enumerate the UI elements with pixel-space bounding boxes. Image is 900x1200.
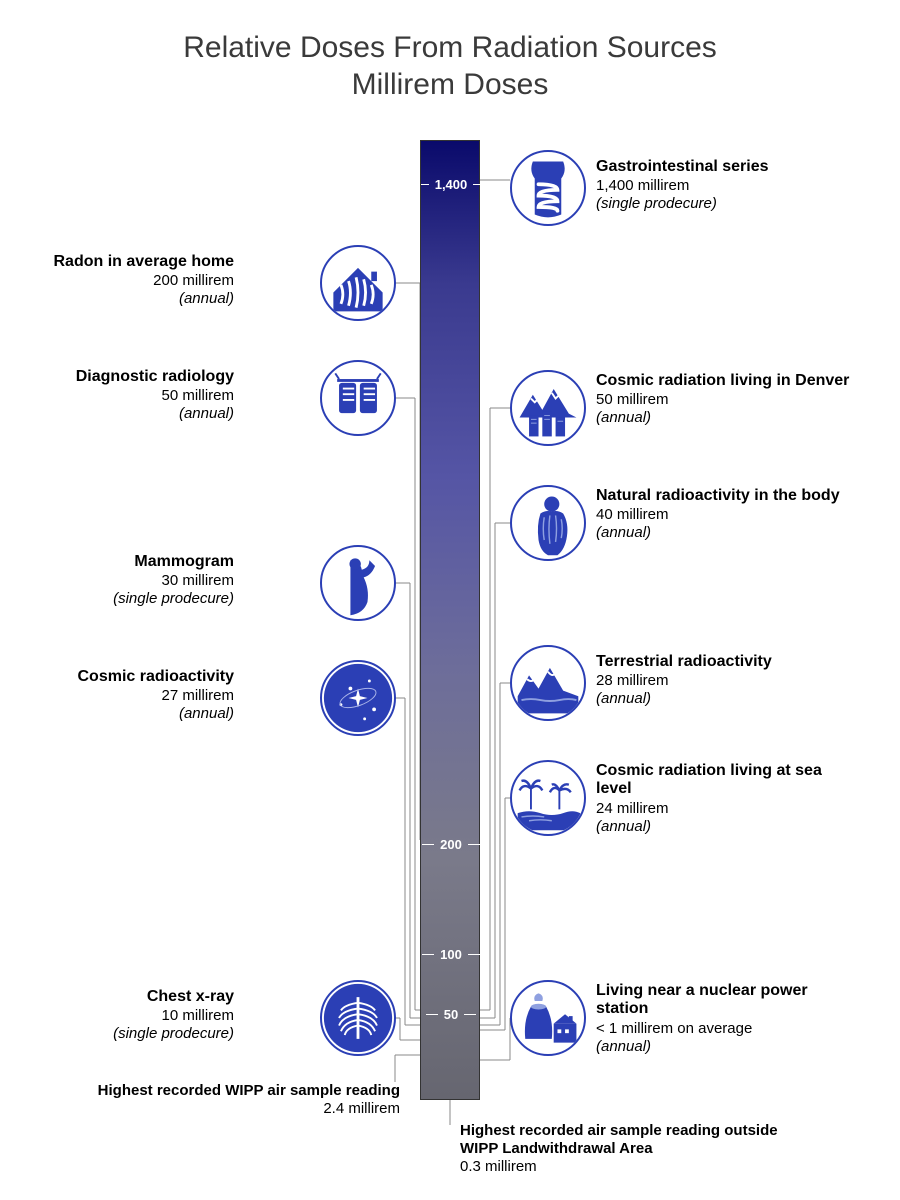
entry-title: Diagnostic radiology	[0, 368, 234, 386]
entry-value: 28 millirem	[596, 672, 856, 689]
entry-note: (annual)	[596, 818, 856, 835]
entry-note: (single prodecure)	[0, 590, 234, 607]
plant-icon	[510, 980, 586, 1056]
entry-note: (annual)	[0, 705, 234, 722]
house-icon	[320, 245, 396, 321]
tick-1400: 1,400	[421, 177, 481, 192]
beach-icon	[510, 760, 586, 836]
cosmos-icon	[320, 660, 396, 736]
tick-100: 100	[421, 947, 481, 962]
entry-title: Living near a nuclear power station	[596, 982, 856, 1019]
entry-value: 10 millirem	[0, 1007, 234, 1024]
entry-value: 50 millirem	[596, 391, 856, 408]
title-block: Relative Doses From Radiation Sources Mi…	[0, 0, 900, 102]
scale-bar: 1,400 200 100 50	[420, 140, 480, 1100]
entry-title: Natural radioactivity in the body	[596, 487, 856, 505]
mountains-icon	[510, 370, 586, 446]
ribcage-icon	[320, 980, 396, 1056]
entry-title: Chest x-ray	[0, 988, 234, 1006]
footnote-value: 2.4 millirem	[70, 1100, 400, 1118]
entry-note: (annual)	[0, 290, 234, 307]
entry-note: (annual)	[596, 1038, 856, 1055]
entry-value: < 1 millirem on average	[596, 1020, 856, 1037]
entry-title: Mammogram	[0, 553, 234, 571]
entry-note: (single prodecure)	[0, 1025, 234, 1042]
entry-note: (annual)	[596, 690, 856, 707]
entry-note: (annual)	[596, 409, 856, 426]
infographic-root: Relative Doses From Radiation Sources Mi…	[0, 0, 900, 1200]
entry-title: Cosmic radiation living in Denver	[596, 372, 856, 390]
footnote-wipp: Highest recorded WIPP air sample reading…	[70, 1082, 400, 1118]
entry-value: 40 millirem	[596, 506, 856, 523]
mammogram-icon	[320, 545, 396, 621]
entry-value: 50 millirem	[0, 387, 234, 404]
entry-value: 27 millirem	[0, 687, 234, 704]
footnote-title: Highest recorded WIPP air sample reading	[70, 1082, 400, 1100]
title-line2: Millirem Doses	[0, 68, 900, 102]
entry-value: 1,400 millirem	[596, 177, 856, 194]
entry-title: Gastrointestinal series	[596, 158, 856, 176]
entry-note: (single prodecure)	[596, 195, 856, 212]
entry-note: (annual)	[0, 405, 234, 422]
terrain-icon	[510, 645, 586, 721]
footnote-title: Highest recorded air sample reading outs…	[460, 1122, 790, 1158]
footnote-wipp-outside: Highest recorded air sample reading outs…	[460, 1122, 790, 1176]
tick-50: 50	[421, 1007, 481, 1022]
title-line1: Relative Doses From Radiation Sources	[0, 30, 900, 66]
intestine-icon	[510, 150, 586, 226]
tick-200: 200	[421, 837, 481, 852]
entry-note: (annual)	[596, 524, 856, 541]
entry-title: Radon in average home	[0, 253, 234, 271]
entry-title: Cosmic radioactivity	[0, 668, 234, 686]
entry-value: 24 millirem	[596, 800, 856, 817]
footnote-value: 0.3 millirem	[460, 1158, 790, 1176]
entry-title: Terrestrial radioactivity	[596, 653, 856, 671]
entry-value: 200 millirem	[0, 272, 234, 289]
entry-title: Cosmic radiation living at sea level	[596, 762, 856, 799]
entry-value: 30 millirem	[0, 572, 234, 589]
xray-torso-icon	[320, 360, 396, 436]
body-icon	[510, 485, 586, 561]
